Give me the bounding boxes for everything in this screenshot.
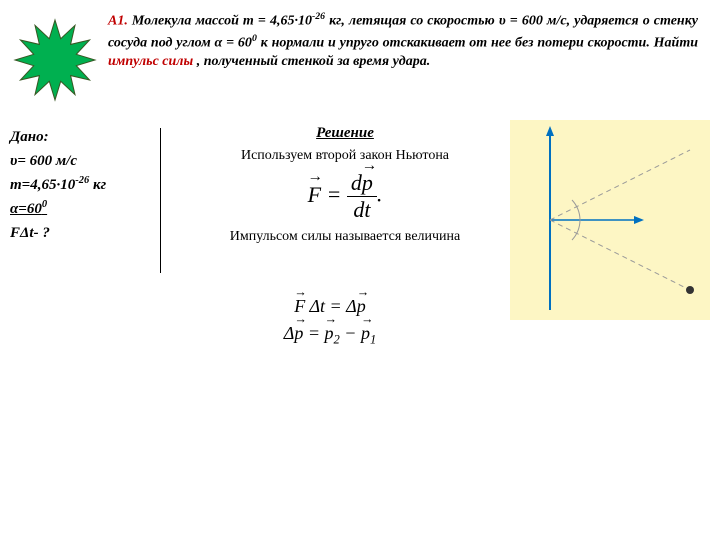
- solution-line2: Импульсом силы называется величина: [180, 229, 510, 245]
- f1-dot: .: [377, 182, 383, 207]
- given-alpha: α=600: [10, 197, 150, 221]
- given-alpha-pre: α=60: [10, 201, 42, 217]
- formula-block: F Δt = Δp Δp = p2 − p1: [200, 290, 460, 354]
- f3-p1: p: [361, 323, 370, 344]
- f3-minus: −: [340, 323, 361, 343]
- given-line-1: υ= 600 м/с: [10, 149, 150, 173]
- given-question: FΔt- ?: [10, 221, 150, 245]
- given-l1-post: = 600 м/с: [17, 153, 77, 169]
- problem-label: А1.: [108, 14, 128, 29]
- collision-diagram: [510, 120, 710, 320]
- f3-s1: 1: [370, 333, 376, 347]
- problem-t5: импульс силы: [108, 54, 193, 69]
- vertical-divider: [160, 128, 161, 273]
- formula-dp: Δp = p2 − p1: [200, 323, 460, 348]
- f1-num: p: [362, 170, 373, 195]
- burst-star: [10, 10, 105, 110]
- f1-lhs: F: [308, 182, 321, 208]
- problem-t0: Молекула массой m = 4,65·10: [132, 14, 312, 29]
- given-block: Дано: υ= 600 м/с m=4,65·10-26 кг α=600 F…: [10, 125, 150, 245]
- solution-line1: Используем второй закон Ньютона: [180, 148, 510, 164]
- given-line-2: m=4,65·10-26 кг: [10, 173, 150, 197]
- molecule-dot: [686, 286, 694, 294]
- given-alpha-sup: 0: [42, 199, 47, 210]
- given-l2-pre: m=4,65·10: [10, 177, 75, 193]
- given-l2-sup: -26: [75, 175, 89, 186]
- problem-t1: -26: [312, 11, 325, 22]
- problem-statement: А1. Молекула массой m = 4,65·10-26 кг, л…: [108, 10, 698, 72]
- solution-title: Решение: [180, 125, 510, 142]
- f1-eq: =: [321, 182, 347, 207]
- f3-dp: p: [294, 323, 303, 344]
- given-title: Дано:: [10, 125, 150, 149]
- problem-t4: к нормали и упруго отскакивает от нее бе…: [257, 35, 698, 50]
- problem-t6: , полученный стенкой за время удара.: [193, 54, 430, 69]
- f1-den: dt: [347, 197, 377, 223]
- f3-p2: p: [324, 323, 333, 344]
- solution-block: Решение Используем второй закон Ньютона …: [180, 125, 510, 249]
- given-l2-post: кг: [89, 177, 106, 193]
- f3-eq: =: [303, 323, 324, 343]
- formula-newton: F = dpdt.: [180, 170, 510, 223]
